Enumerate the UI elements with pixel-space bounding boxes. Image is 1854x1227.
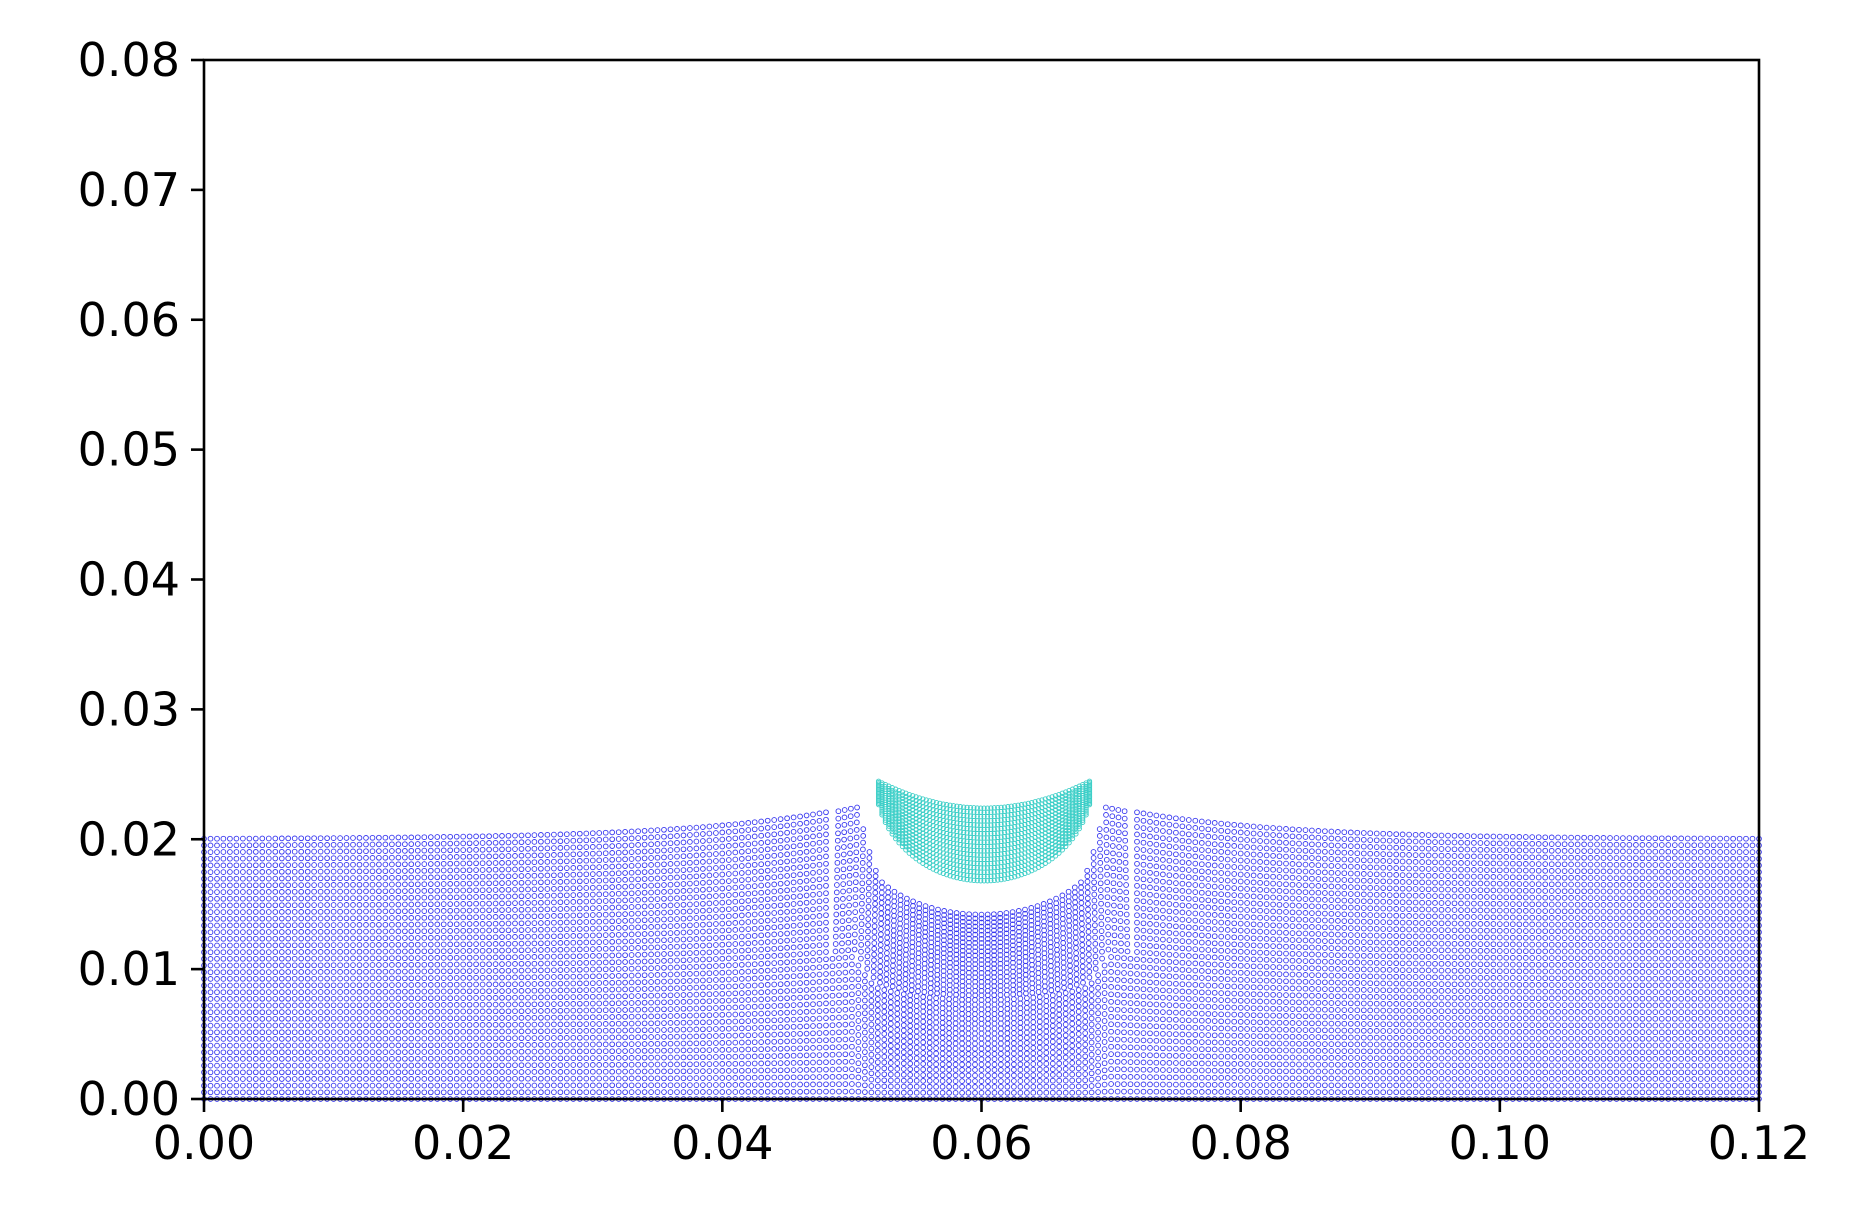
fluid-particle-marks xyxy=(201,804,1762,1102)
x-axis: 0.00 0.02 0.04 0.06 0.08 0.10 0.12 xyxy=(153,1099,1810,1170)
y-tick-label: 0.00 xyxy=(78,1072,180,1126)
plot-area xyxy=(201,778,1762,1102)
y-tick-label: 0.01 xyxy=(78,942,180,996)
fluid-particles xyxy=(201,804,1762,1102)
body-particles xyxy=(875,778,1093,884)
y-axis: 0.00 0.01 0.02 0.03 0.04 0.05 0.06 0.07 0.08 xyxy=(78,33,204,1126)
y-tick-label: 0.04 xyxy=(78,553,180,607)
x-tick-label: 0.04 xyxy=(671,1116,773,1170)
y-tick-label: 0.05 xyxy=(78,423,180,477)
y-tick-label: 0.08 xyxy=(78,33,180,87)
y-tick-label: 0.07 xyxy=(78,163,180,217)
x-tick-label: 0.10 xyxy=(1449,1116,1551,1170)
axes-frame xyxy=(202,58,1761,1101)
y-tick-label: 0.06 xyxy=(78,293,180,347)
x-tick-label: 0.06 xyxy=(930,1116,1032,1170)
x-tick-label: 0.12 xyxy=(1708,1116,1810,1170)
body-particle-marks xyxy=(875,778,1093,884)
x-tick-label: 0.08 xyxy=(1189,1116,1291,1170)
x-tick-label: 0.00 xyxy=(153,1116,255,1170)
x-tick-label: 0.02 xyxy=(412,1116,514,1170)
y-tick-label: 0.03 xyxy=(78,682,180,736)
y-tick-label: 0.02 xyxy=(78,812,180,866)
